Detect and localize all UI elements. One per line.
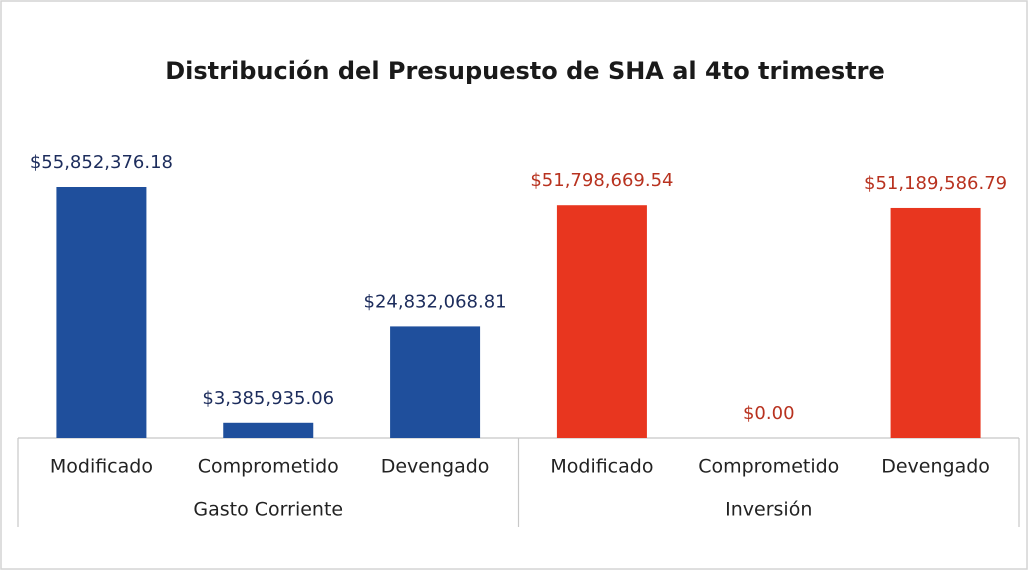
value-label: $51,189,586.79 <box>864 173 1007 194</box>
x-tick-label: Modificado <box>550 456 653 478</box>
x-tick-label: Comprometido <box>698 456 839 478</box>
bar <box>56 187 147 438</box>
bar <box>890 207 981 438</box>
group-label: Gasto Corriente <box>193 499 343 521</box>
x-tick-label: Modificado <box>50 456 153 478</box>
value-label: $24,832,068.81 <box>364 291 507 312</box>
value-label: $55,852,376.18 <box>30 152 173 173</box>
bar <box>556 205 647 438</box>
value-label: $0.00 <box>743 403 795 424</box>
x-tick-label: Comprometido <box>198 456 339 478</box>
x-tick-label: Devengado <box>381 456 490 478</box>
group-label: Inversión <box>725 499 812 521</box>
value-label: $51,798,669.54 <box>530 170 673 191</box>
chart-title: Distribución del Presupuesto de SHA al 4… <box>165 57 884 85</box>
bar <box>223 422 314 438</box>
x-tick-label: Devengado <box>881 456 990 478</box>
bar <box>390 326 481 438</box>
value-label: $3,385,935.06 <box>202 388 334 409</box>
